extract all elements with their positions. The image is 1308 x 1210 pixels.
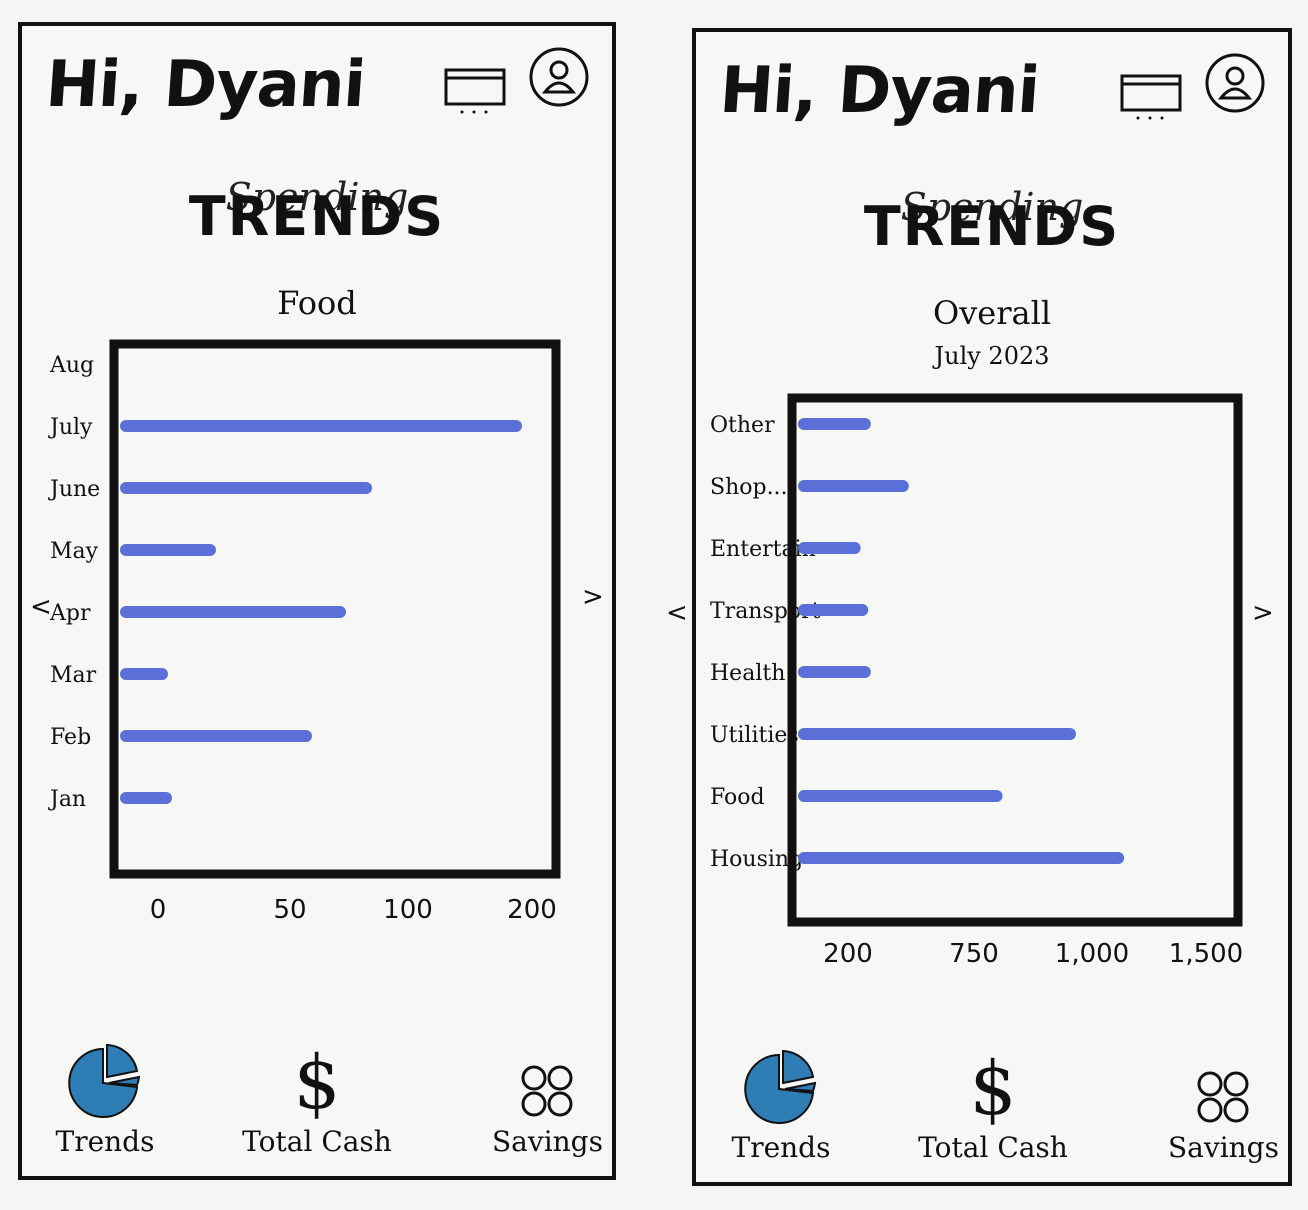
category-label: Jan [48, 787, 86, 812]
x-tick-label: 200 [823, 939, 873, 969]
spending-trends-title: Spending TRENDS [22, 178, 612, 244]
chart-subtitle: Overall [932, 294, 1052, 332]
phone-screen-left: Hi, Dyani Spending TRENDS Food Aug July Ju… [18, 22, 616, 1180]
category-label: Utilities [710, 723, 799, 748]
x-tick-label: 1,500 [1169, 939, 1243, 969]
profile-icon[interactable] [528, 46, 590, 108]
credit-card-icon[interactable] [444, 64, 508, 116]
category-label: Shop... [710, 475, 788, 500]
x-tick-label: 0 [150, 895, 167, 925]
chart-period: July 2023 [934, 342, 1050, 370]
tab-total-cash[interactable]: $ Total Cash [242, 1043, 392, 1158]
category-label: May [50, 539, 99, 564]
x-tick-label: 200 [507, 895, 557, 925]
tab-savings-label: Savings [492, 1125, 603, 1158]
prev-arrow-glyph: < [666, 598, 688, 628]
category-label: July [48, 415, 93, 440]
tab-total-cash-label: Total Cash [242, 1125, 392, 1158]
grid-circles-icon [521, 1065, 573, 1117]
category-label: Other [710, 413, 775, 438]
next-arrow[interactable]: > [1252, 598, 1274, 628]
grid-circles-icon [1197, 1071, 1249, 1123]
chart-frame [109, 339, 561, 879]
title-bold: TRENDS [863, 195, 1121, 258]
x-tick-label: 100 [383, 895, 433, 925]
credit-card-icon[interactable] [1120, 70, 1184, 122]
tab-trends[interactable]: Trends [40, 1043, 170, 1158]
category-label: Food [710, 785, 765, 810]
tab-bar: Trends $ Total Cash Savings [22, 1028, 612, 1158]
prev-arrow[interactable]: < [666, 598, 688, 628]
tab-savings-label: Savings [1168, 1131, 1279, 1164]
category-label: Apr [49, 601, 91, 626]
tab-savings[interactable]: Savings [1168, 1069, 1279, 1164]
tab-total-cash[interactable]: $ Total Cash [918, 1049, 1068, 1164]
category-label: Entertain [710, 537, 816, 562]
profile-icon[interactable] [1204, 52, 1266, 114]
dollar-icon: $ [293, 1040, 341, 1126]
dollar-icon: $ [969, 1046, 1017, 1132]
prev-arrow[interactable]: < [30, 592, 52, 622]
pie-chart-icon [68, 1043, 141, 1118]
tab-savings[interactable]: Savings [492, 1063, 603, 1158]
category-label: Housing [710, 847, 803, 872]
x-tick-label: 1,000 [1055, 939, 1129, 969]
chart-frame [787, 393, 1243, 927]
bar-chart-overall: OtherShop...EntertainTransportHealthUtil… [710, 393, 1243, 969]
tab-trends[interactable]: Trends [716, 1049, 846, 1164]
chart-subtitle: Food [277, 284, 357, 322]
category-label: Aug [49, 353, 94, 378]
bar-chart-food: Aug July June May Apr Mar Feb Jan 0 50 100 200 [48, 339, 561, 925]
title-bold: TRENDS [188, 185, 446, 248]
next-arrow[interactable]: > [582, 582, 604, 612]
title-script: Spending [900, 185, 1084, 229]
x-tick-label: 50 [273, 895, 306, 925]
category-label: Feb [50, 725, 91, 750]
title-script: Spending [225, 175, 409, 219]
x-tick-label: 750 [949, 939, 999, 969]
category-label: June [48, 477, 100, 502]
category-label: Mar [50, 663, 97, 688]
tab-trends-label: Trends [731, 1131, 831, 1164]
pie-chart-icon [744, 1049, 817, 1124]
phone-screen-right: Hi, Dyani Spending TRENDS Overall July 2… [666, 28, 1292, 1186]
tab-bar: Trends $ Total Cash Savings [696, 1034, 1288, 1164]
category-label: Health [710, 661, 785, 686]
tab-trends-label: Trends [55, 1125, 155, 1158]
tab-total-cash-label: Total Cash [918, 1131, 1068, 1164]
spending-trends-title: Spending TRENDS [696, 188, 1288, 254]
